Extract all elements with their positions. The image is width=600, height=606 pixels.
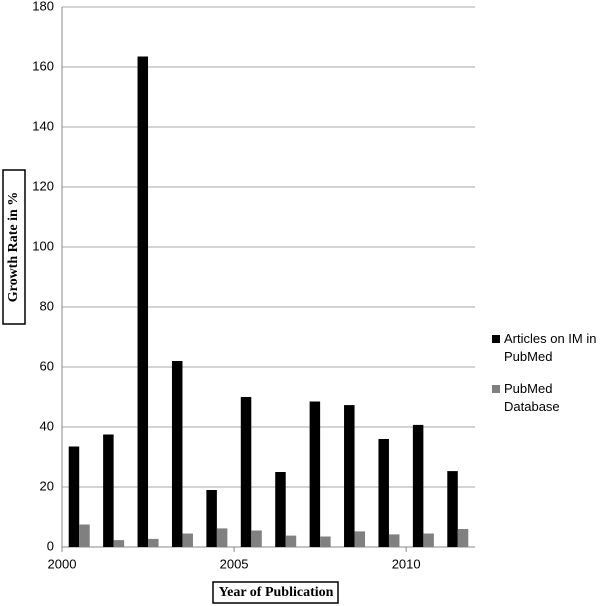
bar [457,529,469,547]
y-tick-label: 20 [40,478,54,493]
legend-item: Articles on IM in PubMed [492,330,600,366]
y-tick-label: 100 [32,238,54,253]
bar [79,524,90,547]
x-tick-label: 2005 [220,556,249,571]
bar [182,533,193,547]
bar [113,540,125,547]
y-tick-label: 40 [40,418,54,433]
bar [423,533,434,547]
legend-item: PubMed Database [492,380,600,416]
x-axis-title: Year of Publication [219,585,334,600]
bar [285,535,297,547]
bar [240,397,252,547]
bar [447,471,458,547]
bar [148,538,159,547]
y-title-box [2,169,26,325]
y-tick-label: 180 [32,0,54,13]
y-axis-title: Growth Rate in % [6,192,21,303]
bar [378,439,389,547]
legend-swatch [492,335,500,343]
bar [216,528,228,547]
y-tick-label: 120 [32,178,54,193]
y-tick-label: 80 [40,298,54,313]
y-tick-label: 140 [32,118,54,133]
bar [68,446,80,547]
bar [275,472,286,547]
bar [103,434,114,547]
bar [354,531,366,547]
bar [251,530,262,547]
y-tick-label: 60 [40,358,54,373]
legend-label: PubMed Database [504,381,560,414]
legend-label: Articles on IM in PubMed [504,331,597,364]
bar [137,56,149,547]
legend: Articles on IM in PubMed PubMed Database [492,330,600,430]
bar [309,401,321,547]
bar [344,405,355,547]
bar [412,424,424,547]
y-tick-label: 160 [32,58,54,73]
bar [206,490,217,547]
x-tick-label: 2010 [392,556,421,571]
bar [320,536,331,547]
bar [388,534,400,547]
x-title-box [212,581,339,604]
y-tick-label: 0 [47,538,54,553]
x-tick-label: 2000 [48,556,77,571]
legend-swatch [492,385,500,393]
bar [171,361,183,547]
